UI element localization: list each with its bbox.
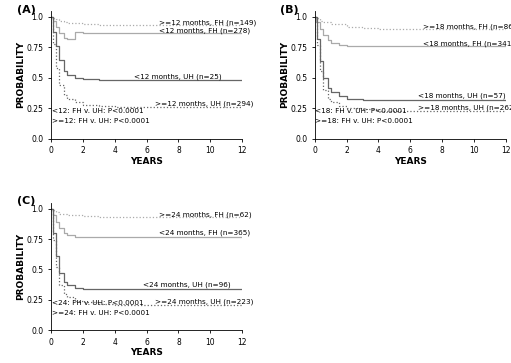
Text: <12: FH v. UH: P<0.0001: <12: FH v. UH: P<0.0001: [52, 108, 143, 114]
Text: >=18 months, UH (n=262): >=18 months, UH (n=262): [419, 105, 511, 111]
Text: <24 months, FH (n=365): <24 months, FH (n=365): [159, 230, 250, 236]
Text: >=12: FH v. UH: P<0.0001: >=12: FH v. UH: P<0.0001: [52, 118, 149, 124]
Text: <24: FH v. UH: P<0.0001: <24: FH v. UH: P<0.0001: [52, 300, 143, 306]
Text: <12 months, FH (n=278): <12 months, FH (n=278): [159, 27, 250, 34]
Y-axis label: PROBABILITY: PROBABILITY: [16, 41, 25, 108]
X-axis label: YEARS: YEARS: [130, 348, 163, 357]
Y-axis label: PROBABILITY: PROBABILITY: [280, 41, 289, 108]
Text: (A): (A): [17, 4, 36, 15]
X-axis label: YEARS: YEARS: [394, 157, 427, 166]
Text: >=12 months, FH (n=149): >=12 months, FH (n=149): [159, 19, 257, 26]
Text: <12 months, UH (n=25): <12 months, UH (n=25): [134, 74, 222, 81]
Text: >=24 months, FH (n=62): >=24 months, FH (n=62): [159, 212, 252, 218]
X-axis label: YEARS: YEARS: [130, 157, 163, 166]
Text: <18 months, FH (n=341): <18 months, FH (n=341): [423, 41, 511, 47]
Text: >=12 months, UH (n=294): >=12 months, UH (n=294): [155, 101, 253, 107]
Text: <18: FH v. UH: P<0.0001: <18: FH v. UH: P<0.0001: [315, 108, 407, 114]
Text: >=18 months, FH (n=86): >=18 months, FH (n=86): [423, 24, 511, 30]
Text: (B): (B): [281, 4, 299, 15]
Text: <24 months, UH (n=96): <24 months, UH (n=96): [144, 281, 231, 288]
Text: >=18: FH v. UH: P<0.0001: >=18: FH v. UH: P<0.0001: [315, 118, 413, 124]
Text: (C): (C): [17, 196, 35, 206]
Text: <18 months, UH (n=57): <18 months, UH (n=57): [419, 92, 506, 99]
Text: >=24 months, UH (n=223): >=24 months, UH (n=223): [155, 298, 253, 305]
Text: >=24: FH v. UH: P<0.0001: >=24: FH v. UH: P<0.0001: [52, 310, 149, 316]
Y-axis label: PROBABILITY: PROBABILITY: [16, 233, 25, 300]
